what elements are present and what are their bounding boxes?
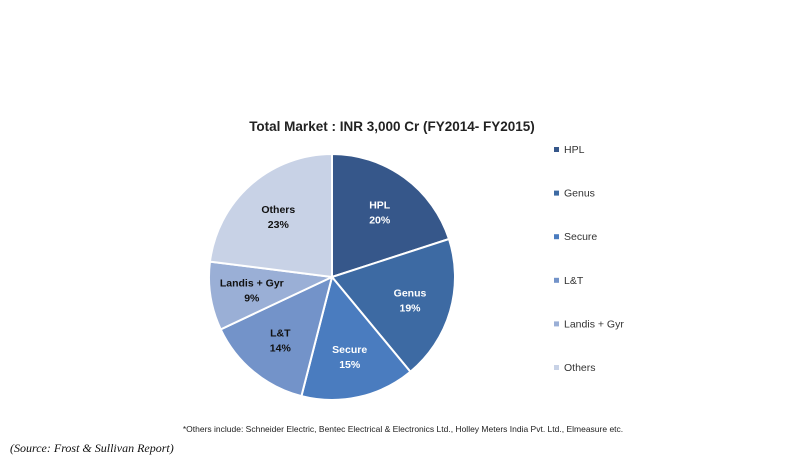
pie-slice-hpl [331,152,451,279]
footnote: *Others include: Schneider Electric, Ben… [183,424,623,434]
legend-swatch-hpl [554,147,559,152]
legend: HPL Genus Secure L&T Landis + Gyr Others [554,144,624,374]
legend-label-genus: Genus [564,188,595,200]
legend-swatch-others [554,365,559,370]
legend-label-landis-gyr: Landis + Gyr [564,318,624,330]
slice-label-name: Others [261,204,295,216]
legend-label-l-t: L&T [564,275,584,287]
slice-label-secure: Secure 15% [332,344,367,371]
chart-title: Total Market : INR 3,000 Cr (FY2014- FY2… [249,119,535,134]
slice-label-name: HPL [369,199,391,211]
legend-swatch-landis-gyr [554,321,559,327]
pie-slice-secure [300,274,412,401]
pie-slices [208,152,456,401]
pie-slice-others [208,152,333,279]
legend-label-others: Others [564,362,596,374]
legend-label-secure: Secure [564,231,597,243]
source-note: (Source: Frost & Sullivan Report) [10,441,174,455]
slice-label-genus: Genus 19% [394,288,427,315]
slice-label-name: Secure [332,344,367,356]
legend-swatch-l-t [554,277,559,283]
pie-slice-genus [330,237,456,374]
pie-slice-labels: HPL 20% Genus 19% Secure 15% L&T 14% Landis + Gy… [220,199,427,371]
legend-swatch-genus [554,190,559,196]
slice-label-percent: 23% [268,219,290,231]
slice-label-landis-gyr: Landis + Gyr 9% [220,278,284,305]
slice-label-hpl: HPL 20% [369,199,391,226]
legend-label-hpl: HPL [564,144,585,156]
pie-slice-l-t [219,275,334,398]
slice-label-l-t: L&T 14% [270,328,292,355]
slice-label-percent: 9% [244,293,260,305]
legend-swatch-secure [554,234,559,240]
slice-label-percent: 15% [339,359,361,371]
slice-label-name: L&T [270,328,291,340]
slice-label-percent: 20% [369,214,391,226]
slice-label-percent: 14% [270,343,292,355]
slice-label-name: Landis + Gyr [220,278,284,290]
slice-label-others: Others 23% [261,204,295,231]
slice-label-percent: 19% [399,303,421,315]
slice-label-name: Genus [394,288,427,300]
